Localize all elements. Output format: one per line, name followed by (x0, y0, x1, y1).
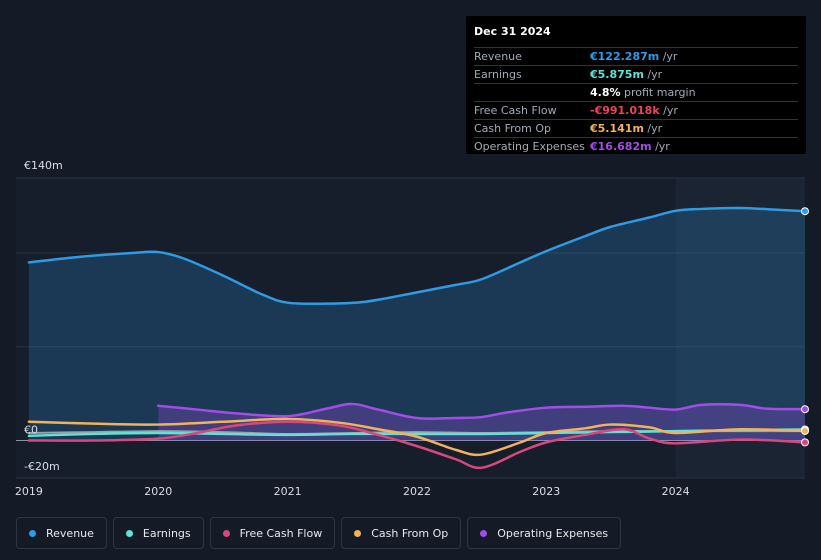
financial-chart: €140m €0 -€20m 2019 2020 2021 2022 2023 2024 (15, 159, 809, 498)
x-tick-label: 2022 (403, 485, 431, 498)
tooltip-revenue-value: €122.287m (590, 50, 660, 63)
cash-from-op-line (27, 417, 807, 457)
revenue-area (28, 207, 805, 441)
operating-expenses-endpoint (801, 405, 809, 414)
y-tick-label: €140m (24, 159, 63, 172)
tooltip-date: Dec 31 2024 (474, 25, 798, 48)
legend-earnings[interactable]: Earnings (112, 517, 204, 549)
legend-revenue[interactable]: Revenue (16, 517, 107, 549)
x-tick-label: 2023 (532, 485, 560, 498)
revenue-endpoint (801, 207, 809, 216)
revenue-dot-icon (29, 529, 36, 537)
chart-tooltip: Dec 31 2024 Revenue €122.287m /yr Earnin… (466, 16, 806, 154)
tooltip-fcf-value: -€991.018k (590, 104, 660, 117)
tooltip-row-operating-expenses: Operating Expenses €16.682m /yr (474, 140, 670, 153)
tooltip-row-profit-margin: 4.8% profit margin (474, 84, 798, 102)
x-tick-label: 2021 (274, 485, 302, 498)
operating-expenses-dot-icon (480, 529, 488, 537)
revenue-line (27, 206, 807, 306)
legend-operating-expenses[interactable]: Operating Expenses (467, 517, 622, 549)
legend-free-cash-flow[interactable]: Free Cash Flow (209, 517, 336, 549)
x-tick-label: 2019 (15, 485, 43, 498)
legend-cash-from-op[interactable]: Cash From Op (341, 517, 462, 549)
tooltip-margin-value: 4.8% (590, 86, 621, 99)
plot-area (16, 178, 805, 478)
free-cash-flow-endpoint (801, 438, 809, 447)
cash-from-op-dot-icon (354, 529, 362, 537)
tooltip-row-free-cash-flow: Free Cash Flow -€991.018k /yr (474, 102, 798, 120)
earnings-dot-icon (125, 529, 133, 537)
chart-legend: Revenue Earnings Free Cash Flow Cash Fro… (16, 517, 622, 549)
free-cash-flow-line (27, 420, 807, 470)
tooltip-opex-value: €16.682m (590, 140, 652, 153)
y-tick-label: -€20m (24, 460, 60, 473)
y-tick-label: €0 (24, 424, 38, 437)
x-tick-label: 2024 (662, 485, 690, 498)
earnings-line (27, 428, 807, 438)
tooltip-cfo-value: €5.141m (590, 122, 644, 135)
tooltip-row-earnings: Earnings €5.875m /yr (474, 66, 798, 84)
cash-from-op-endpoint (801, 426, 809, 435)
free-cash-flow-dot-icon (222, 529, 230, 537)
tooltip-row-revenue: Revenue €122.287m /yr (474, 48, 798, 66)
x-tick-label: 2020 (144, 485, 172, 498)
operating-expenses-line (157, 402, 807, 420)
tooltip-earnings-value: €5.875m (590, 68, 644, 81)
tooltip-row-cash-from-op: Cash From Op €5.141m /yr (474, 120, 798, 138)
